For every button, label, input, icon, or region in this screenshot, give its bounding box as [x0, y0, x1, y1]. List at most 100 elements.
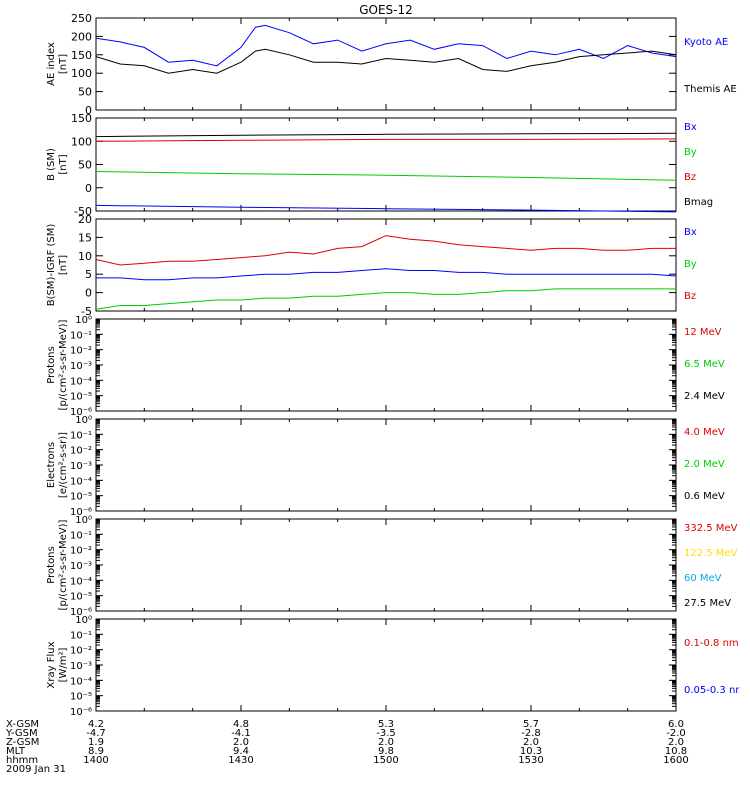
xaxis-row-value: 5.3	[378, 719, 394, 730]
panel-1-frame	[95, 17, 677, 111]
xaxis-row-label: Y-GSM	[5, 728, 38, 739]
panel-1-ytick-label: 100	[71, 67, 92, 80]
panel-3-legend-1: By	[684, 259, 697, 270]
xaxis-row-value: 10.8	[665, 746, 687, 757]
panel-1-ytick-label: 150	[71, 49, 92, 62]
panel-6-ylabel-line2: [p/(cm²-s-sr-MeV)]	[58, 519, 69, 610]
panel-7-ylabel-line2: [W/m²]	[58, 647, 69, 682]
xaxis-row-label: X-GSM	[6, 719, 39, 730]
panel-1-legend-0: Kyoto AE	[684, 37, 728, 48]
panel-7-ytick-label: 10⁻³	[70, 661, 92, 672]
panel-5-ytick-label: 10⁻²	[70, 446, 92, 457]
panel-7-legend-0: 0.1-0.8 nm	[684, 638, 739, 649]
panel-3-ytick-label: 5	[85, 268, 92, 281]
panel-6-legend-0: 332.5 MeV	[684, 523, 738, 534]
xaxis-row-value: 10.3	[520, 746, 542, 757]
panel-2-legend-2: Bz	[684, 172, 696, 183]
panel-6-ytick-label: 10⁻²	[70, 546, 92, 557]
panel-6-legend-2: 60 MeV	[684, 573, 722, 584]
xaxis-date: 2009 Jan 31	[6, 764, 66, 775]
panel-6-frame	[95, 518, 677, 612]
panel-2-ytick-label: 50	[78, 159, 92, 172]
panel-3-ylabel-line2: [nT]	[58, 255, 69, 275]
panel-3-ytick-label: -5	[81, 305, 92, 318]
xaxis-row-value: 5.7	[523, 719, 539, 730]
panel-6-ytick-label: 10⁻⁶	[70, 607, 92, 618]
panel-1-legend-1: Themis AE	[683, 84, 737, 95]
xaxis-row-value: 6.0	[668, 719, 684, 730]
panel-1-ytick-label: 200	[71, 30, 92, 43]
panel-3-series-by	[95, 288, 676, 310]
panel-1-ytick-label: 250	[71, 12, 92, 25]
xaxis-row-value: 9.4	[233, 746, 249, 757]
panel-6-legend-3: 27.5 MeV	[684, 598, 731, 609]
panel-4-legend-0: 12 MeV	[684, 327, 722, 338]
panel-5-ylabel-line1: Electrons	[46, 442, 57, 488]
panel-5-legend-2: 0.6 MeV	[684, 491, 725, 502]
panel-4-ylabel-line2: [p/(cm²-s-sr-MeV)]	[58, 319, 69, 410]
panel-5-frame	[95, 418, 677, 512]
panel-6-ytick-label: 10⁻³	[70, 561, 92, 572]
xaxis-row-value: 4.8	[233, 719, 249, 730]
panel-2-ytick-label: -50	[74, 205, 92, 218]
panel-7-ytick-label: 10⁻⁶	[70, 707, 92, 718]
panel-1-ylabel-line2: [nT]	[58, 54, 69, 74]
xaxis-row-label: Z-GSM	[6, 737, 39, 748]
xaxis-row-value: 8.9	[88, 746, 104, 757]
panel-3-legend-0: Bx	[684, 227, 697, 238]
panel-7-ytick-label: 10⁻⁴	[70, 676, 92, 687]
panel-1-series-kyoto-ae	[95, 24, 677, 67]
panel-3-ylabel-line1: B(SM)-IGRF (SM)	[46, 224, 57, 307]
panel-6-ytick-label: 10⁻⁵	[70, 592, 92, 603]
xaxis-row-value: 2.0	[523, 737, 539, 748]
panel-7-legend-1: 0.05-0.3 nr	[684, 685, 740, 696]
panel-7-ytick-label: 10⁻¹	[70, 630, 92, 641]
panel-2-ylabel-line1: B (SM)	[46, 148, 57, 181]
panel-3-ytick-label: 10	[78, 250, 92, 263]
panel-7-ytick-label: 10⁻²	[70, 646, 92, 657]
xaxis-row-value: 1530	[518, 755, 543, 766]
xaxis-row-value: 1500	[373, 755, 398, 766]
xaxis-row-value: -4.1	[231, 728, 251, 739]
xaxis-row-value: 4.2	[88, 719, 104, 730]
panel-2-series-bmag	[95, 132, 677, 138]
panel-2-ylabel-line2: [nT]	[58, 154, 69, 174]
xaxis-row-label: MLT	[6, 746, 26, 757]
panel-6-ylabel-line1: Protons	[46, 546, 57, 583]
panel-3-frame	[95, 218, 677, 312]
panel-7-ylabel-line1: Xray Flux	[46, 641, 57, 688]
panel-2-series-by	[95, 171, 677, 181]
panel-4-ytick-label: 10⁻⁵	[70, 392, 92, 403]
panel-5-ytick-label: 10⁰	[75, 415, 92, 426]
panel-7-frame	[95, 618, 677, 712]
panel-3-ytick-label: 15	[78, 231, 92, 244]
panel-6-legend-1: 122.5 MeV	[684, 548, 738, 559]
xaxis-row-value: 1430	[228, 755, 253, 766]
xaxis-row-value: -2.0	[666, 728, 686, 739]
panel-4-ytick-label: 10⁻²	[70, 346, 92, 357]
panel-2-series-bx	[95, 204, 677, 213]
xaxis-row-value: -4.7	[86, 728, 106, 739]
panel-3-series-bx	[96, 268, 677, 281]
panel-4-ytick-label: 10⁻⁴	[70, 376, 92, 387]
panel-5-ytick-label: 10⁻¹	[70, 430, 92, 441]
xaxis-row-value: 1.9	[88, 737, 104, 748]
xaxis-row-label: hhmm	[6, 755, 38, 766]
plot-title: GOES-12	[359, 3, 413, 17]
panel-2-legend-1: By	[684, 147, 697, 158]
panel-5-ytick-label: 10⁻⁴	[70, 476, 92, 487]
panel-2-frame	[95, 117, 677, 212]
xaxis-row-value: 1400	[83, 755, 108, 766]
panel-6-ytick-label: 10⁻¹	[70, 530, 92, 541]
panel-3-ytick-label: 0	[85, 287, 92, 300]
panel-1-ytick-label: 0	[85, 104, 92, 117]
panel-4-ytick-label: 10⁻⁶	[70, 407, 92, 418]
xaxis-row-value: -2.8	[521, 728, 541, 739]
panel-1-series-themis-ae	[95, 48, 677, 74]
xaxis-row-value: 1600	[663, 755, 688, 766]
panel-5-legend-0: 4.0 MeV	[684, 427, 725, 438]
xaxis-row-value: 2.0	[233, 737, 249, 748]
panel-4-ytick-label: 10⁻³	[70, 361, 92, 372]
xaxis-row-value: 2.0	[668, 737, 684, 748]
panel-2-series-bz	[95, 138, 677, 142]
